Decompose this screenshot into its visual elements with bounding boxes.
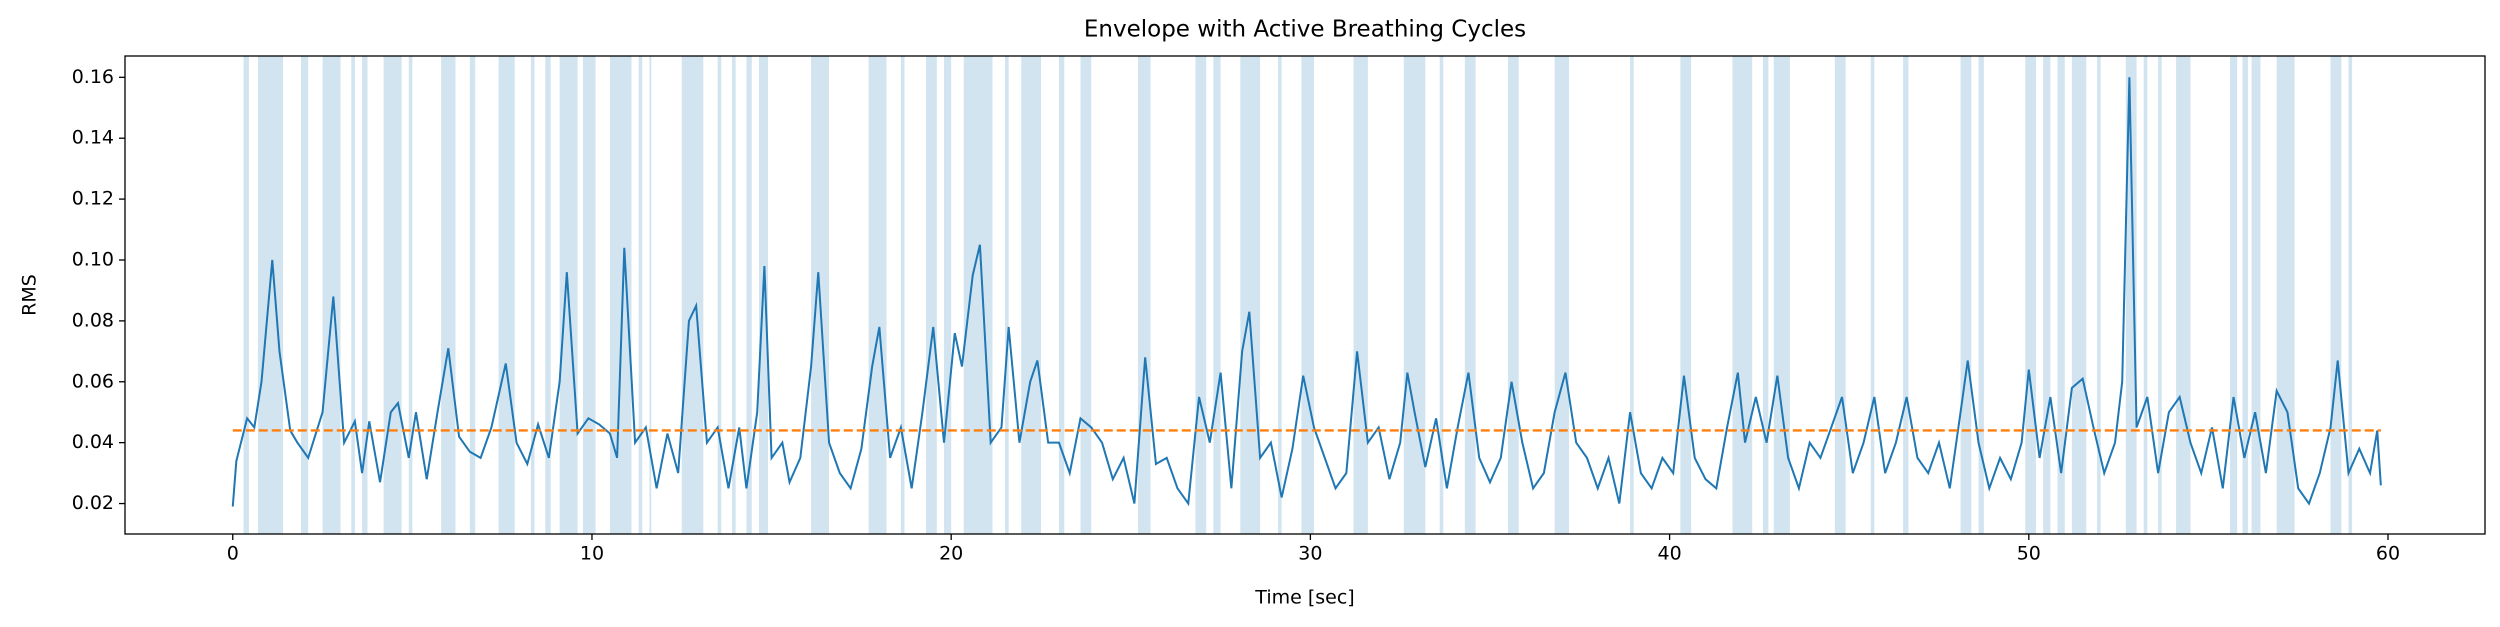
active-span [469,56,476,534]
active-span [301,56,309,534]
x-tick-label: 10 [580,543,604,565]
active-span [868,56,887,534]
active-span [1353,56,1368,534]
active-span [1403,56,1426,534]
x-tick-label: 20 [939,543,963,565]
active-span [2242,56,2248,534]
y-tick-label: 0.02 [72,492,114,514]
active-span [717,56,722,534]
active-span [2057,56,2065,534]
active-span [900,56,905,534]
active-span [2025,56,2036,534]
active-span [2043,56,2051,534]
active-span [2125,56,2137,534]
active-span [746,56,752,534]
active-span [681,56,704,534]
plot-frame [124,55,2486,535]
active-span [1773,56,1790,534]
x-tick-label: 60 [2376,543,2400,565]
active-span [1507,56,1519,534]
x-tick-label: 30 [1298,543,1322,565]
active-span [2143,56,2148,534]
active-span [582,56,596,534]
active-span [2097,56,2101,534]
active-span [926,56,937,534]
active-span [2276,56,2295,534]
active-span [1439,56,1444,534]
active-span [351,56,355,534]
active-span [2071,56,2087,534]
chart-title: Envelope with Active Breathing Cycles [1084,17,1526,43]
active-span [257,56,284,534]
active-span [649,56,652,534]
active-span [1005,56,1009,534]
active-span [1137,56,1151,534]
active-span [1240,56,1261,534]
active-span [362,56,368,534]
active-span [1834,56,1846,534]
x-axis-label: Time [sec] [1254,587,1354,609]
active-span [2348,56,2353,534]
active-span [530,56,535,534]
active-span [1301,56,1314,534]
active-span [1058,56,1065,534]
active-span [1021,56,1041,534]
active-span [1464,56,1476,534]
active-span [243,56,249,534]
y-tick-label: 0.14 [72,127,114,149]
active-span [1554,56,1570,534]
active-span [1213,56,1221,534]
x-tick-label: 40 [1658,543,1682,565]
active-span [1195,56,1207,534]
active-span [498,56,515,534]
y-tick-label: 0.12 [72,188,114,210]
active-span [545,56,551,534]
active-span [1978,56,1984,534]
active-span [408,56,413,534]
active-span [1278,56,1282,534]
active-span [2176,56,2191,534]
y-tick-label: 0.06 [72,370,114,392]
y-tick-label: 0.08 [72,309,114,331]
active-span [2229,56,2238,534]
y-axis-label: RMS [19,274,41,316]
active-span [638,56,643,534]
active-span [1960,56,1972,534]
active-span [963,56,993,534]
active-span [1630,56,1634,534]
active-span [1870,56,1875,534]
active-span [2330,56,2342,534]
active-span [1080,56,1092,534]
active-span [1680,56,1692,534]
x-tick-label: 50 [2017,543,2041,565]
y-tick-label: 0.10 [72,248,114,270]
active-span [2251,56,2261,534]
active-span [943,56,952,534]
active-span [383,56,402,534]
active-span [322,56,341,534]
x-tick-label: 0 [227,543,239,565]
active-span [1903,56,1909,534]
active-span [1762,56,1769,534]
y-tick-label: 0.16 [72,66,114,88]
y-tick-label: 0.04 [72,431,114,453]
active-span [441,56,456,534]
active-span [609,56,632,534]
active-span [2158,56,2162,534]
active-span [1732,56,1753,534]
active-span [732,56,736,534]
